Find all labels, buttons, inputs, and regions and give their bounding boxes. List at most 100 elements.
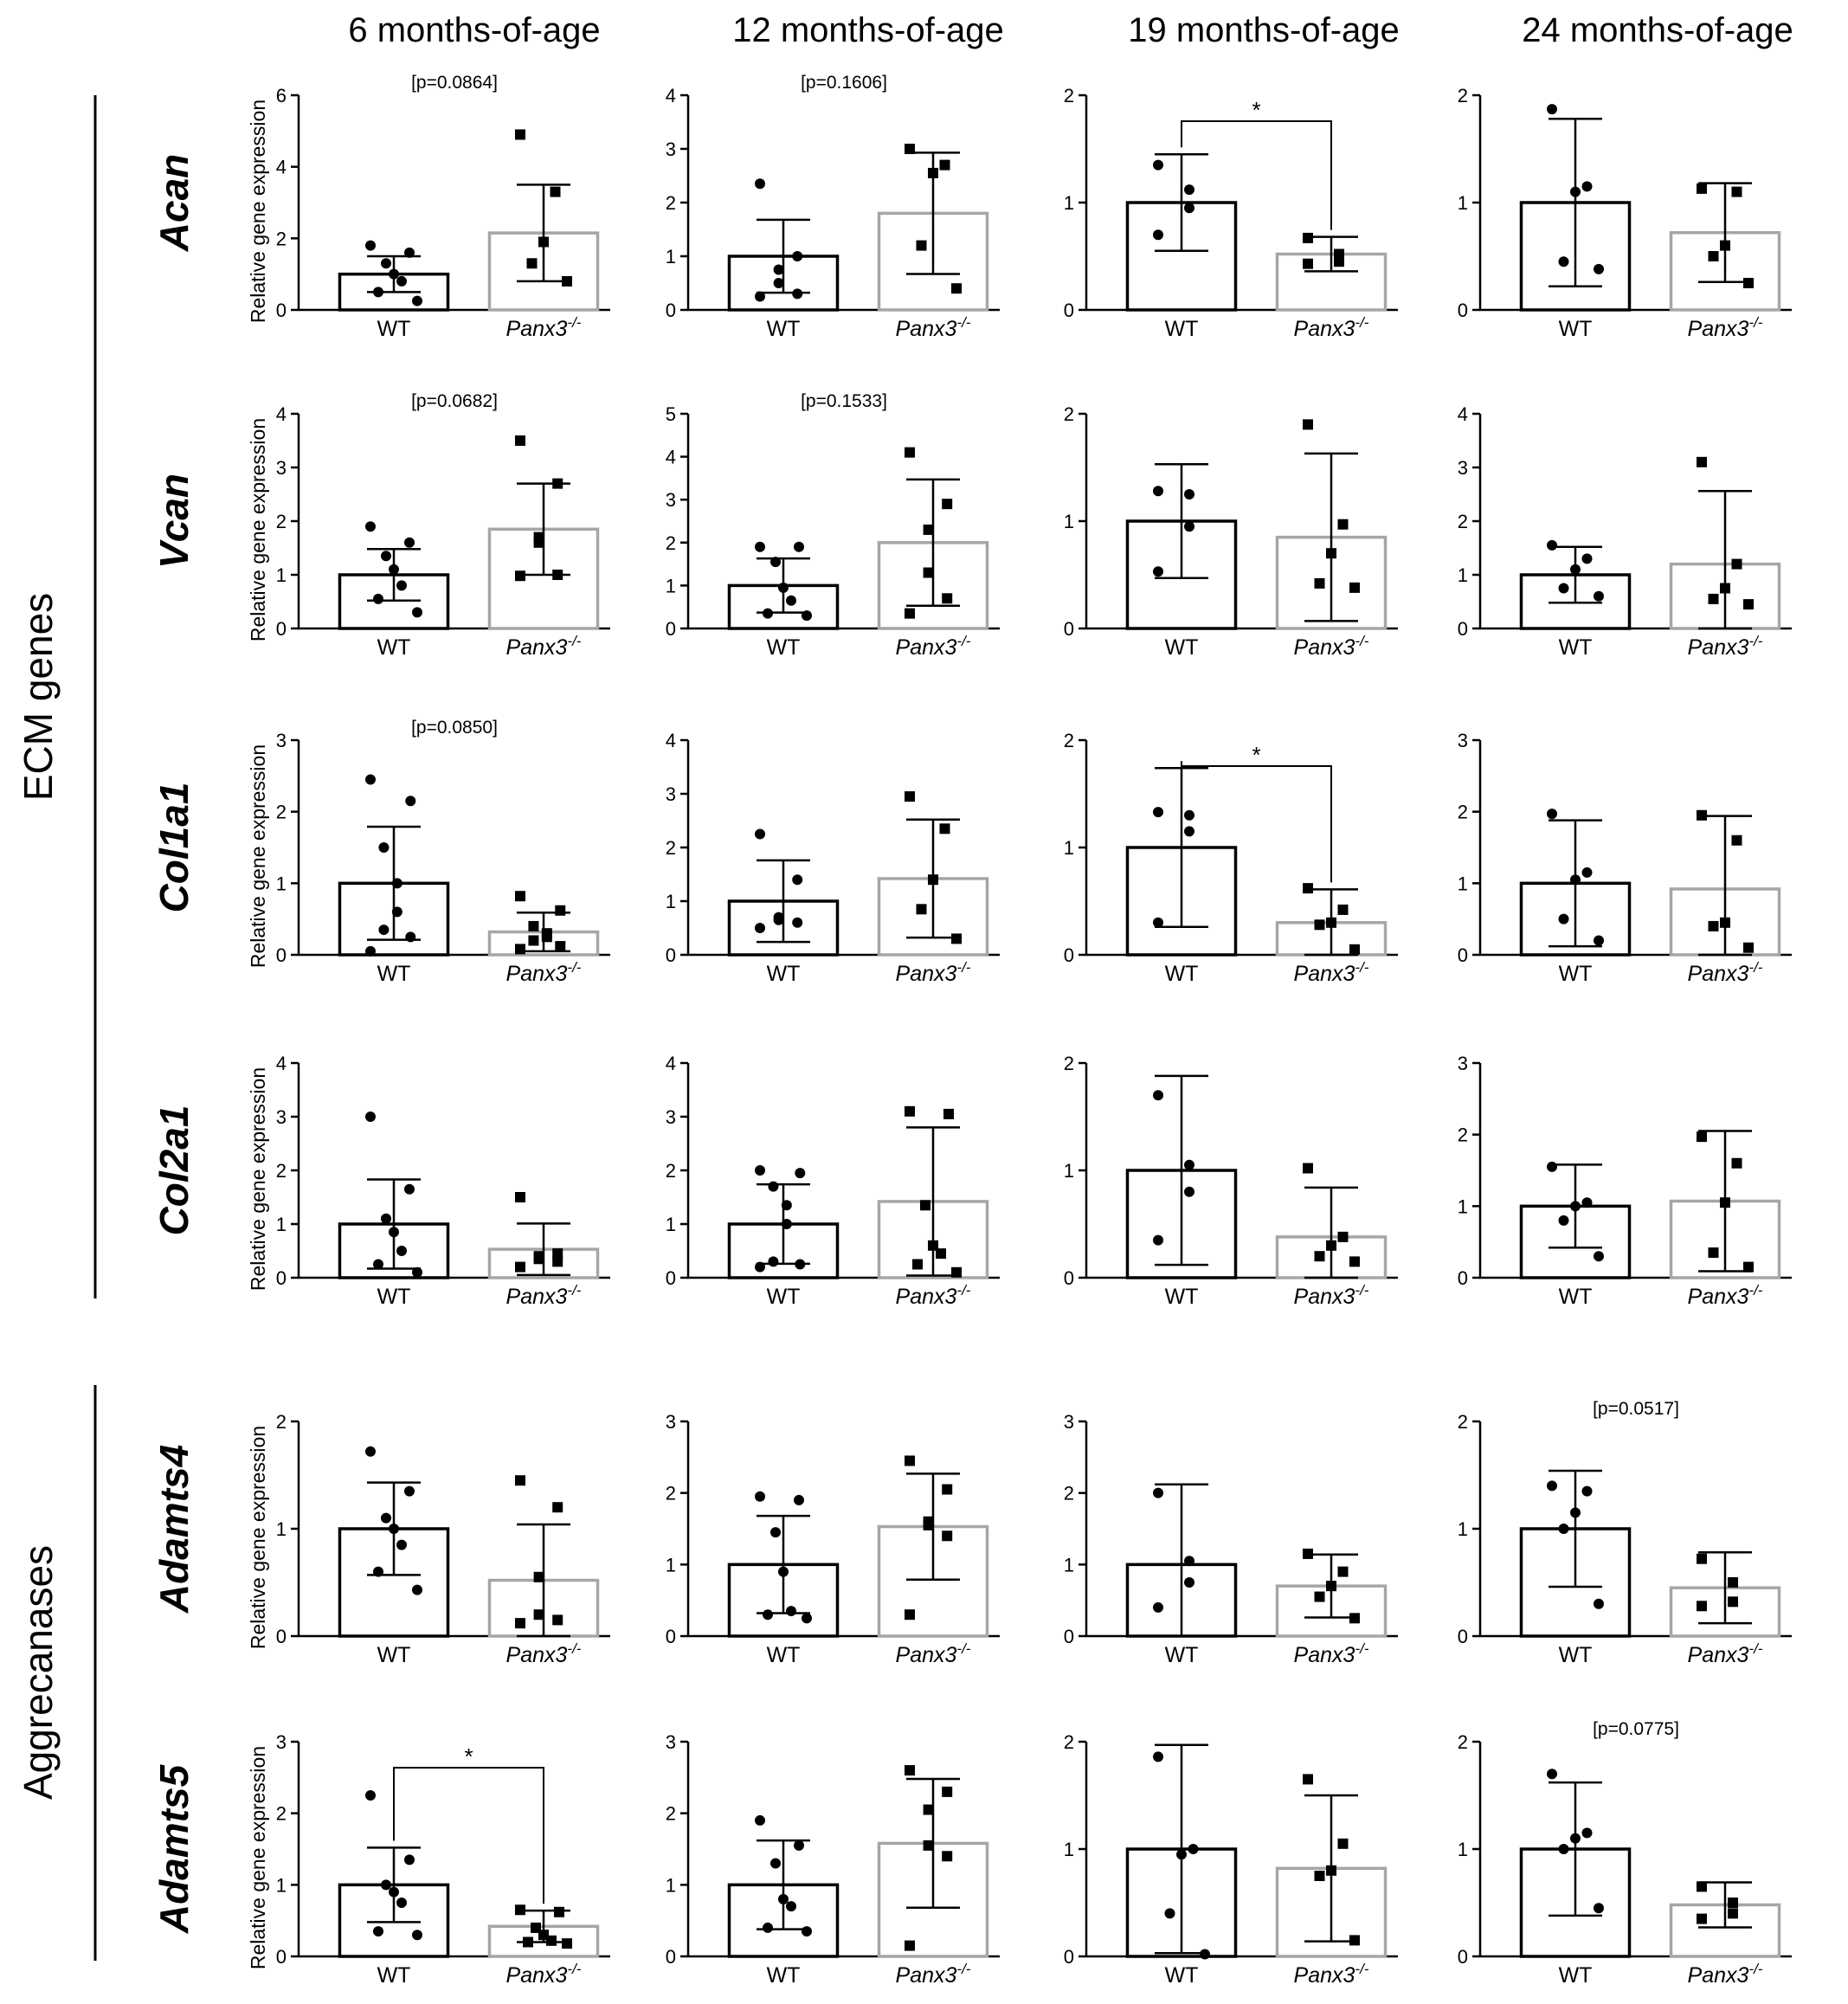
wt-data-point <box>1581 1827 1593 1839</box>
y-tick-label: 3 <box>666 783 676 805</box>
category-label-ko-name: Panx3 <box>896 635 957 660</box>
wt-data-point <box>389 268 399 280</box>
wt-data-point <box>773 914 784 925</box>
wt-data-point <box>1594 1598 1604 1609</box>
wt-data-point <box>405 931 416 943</box>
wt-data-point <box>1547 1161 1557 1172</box>
category-label-ko-superscript: -/- <box>1748 1961 1762 1977</box>
significance-bracket <box>1181 761 1332 883</box>
wt-data-point <box>373 593 383 604</box>
category-label-ko-superscript: -/- <box>1748 1640 1762 1657</box>
ko-data-point <box>1303 232 1313 243</box>
wt-data-point <box>412 1584 422 1595</box>
wt-data-point <box>1153 229 1163 241</box>
y-axis-label: Relative gene expression <box>247 100 269 323</box>
category-label-ko: Panx3-/- <box>896 959 971 986</box>
category-label-ko-superscript: -/- <box>1748 1282 1762 1298</box>
wt-data-point <box>1184 521 1194 532</box>
wt-data-point <box>1581 553 1593 564</box>
panel-vcan-6-months-of-age: Relative gene expression 0 1 2 3 4 WT Panx3-/- [… <box>247 391 610 660</box>
category-label-wt: WT <box>1559 317 1593 341</box>
category-label-ko: Panx3-/- <box>1688 1282 1763 1309</box>
panel-col2a1-24-months-of-age: 0 1 2 3 WT Panx3-/- <box>1458 1053 1792 1309</box>
wt-data-point <box>770 557 781 568</box>
y-axis-label: Relative gene expression <box>247 1067 269 1291</box>
ko-data-point <box>923 1840 934 1851</box>
category-label-ko-name: Panx3 <box>1294 635 1355 660</box>
wt-data-point <box>1184 826 1194 837</box>
y-tick-label: 1 <box>666 246 676 267</box>
wt-data-point <box>792 288 803 300</box>
y-tick-label: 1 <box>1064 192 1074 214</box>
ko-data-point <box>920 1200 930 1211</box>
wt-data-point <box>404 247 415 258</box>
ko-data-point <box>1326 1581 1336 1592</box>
ko-data-point <box>1720 917 1730 928</box>
y-tick-label: 4 <box>666 447 676 468</box>
category-label-wt: WT <box>1559 1963 1593 1988</box>
ko-data-point <box>515 129 525 140</box>
y-tick-label: 1 <box>666 575 676 596</box>
y-tick-label: 3 <box>1458 457 1468 479</box>
wt-data-point <box>1558 1524 1569 1534</box>
ko-data-point <box>515 1261 525 1273</box>
wt-data-point <box>755 178 765 190</box>
ko-data-point <box>923 567 934 578</box>
column-title-19-months: 19 months-of-age <box>1128 11 1400 49</box>
wt-data-point <box>1153 917 1163 928</box>
category-label-ko: Panx3-/- <box>1688 959 1763 986</box>
ko-data-point <box>515 435 525 446</box>
wt-data-point <box>792 917 803 928</box>
y-tick-label: 2 <box>666 192 676 214</box>
column-titles: 6 months-of-age 12 months-of-age 19 mont… <box>348 11 1793 49</box>
y-tick-label: 1 <box>666 1874 676 1896</box>
wt-data-point <box>396 1539 407 1550</box>
panel-col1a1-19-months-of-age: 0 1 2 WT Panx3-/- * <box>1064 730 1398 986</box>
y-tick-label: 1 <box>276 564 287 586</box>
wt-data-point <box>781 1219 792 1229</box>
category-label-ko-superscript: -/- <box>956 314 970 331</box>
category-label-ko-superscript: -/- <box>956 1282 970 1298</box>
ko-data-point <box>1349 944 1360 955</box>
y-tick-label: 1 <box>1064 1160 1074 1182</box>
wt-data-point <box>1153 1487 1163 1498</box>
significance-bracket <box>393 1767 544 1904</box>
y-tick-label: 2 <box>276 228 287 249</box>
ko-data-point <box>528 935 539 946</box>
wt-data-point <box>404 1485 415 1497</box>
y-tick-label: 2 <box>276 511 287 532</box>
wt-data-point <box>412 295 422 306</box>
y-tick-label: 2 <box>276 1803 287 1825</box>
wt-data-point <box>389 1886 399 1898</box>
ko-data-point <box>1334 256 1344 267</box>
wt-data-point <box>763 1609 773 1621</box>
panel-col1a1-6-months-of-age: Relative gene expression 0 1 2 3 WT Panx3-/- [p… <box>247 718 610 986</box>
category-label-ko-superscript: -/- <box>1355 1282 1368 1298</box>
y-tick-label: 4 <box>666 1053 676 1074</box>
wt-data-point <box>1184 1556 1194 1567</box>
category-label-ko: Panx3-/- <box>1688 314 1763 341</box>
ko-data-point <box>939 823 950 834</box>
significance-bracket <box>1181 120 1332 230</box>
ko-data-point <box>552 1248 563 1260</box>
y-tick-label: 2 <box>1064 85 1074 106</box>
p-value-annotation: [p=0.0864] <box>411 73 498 93</box>
wt-data-point <box>755 291 765 302</box>
y-axis-label: Relative gene expression <box>247 1426 269 1649</box>
category-label-wt: WT <box>1165 635 1199 660</box>
category-label-ko-name: Panx3 <box>1688 1963 1749 1988</box>
y-tick-label: 2 <box>666 1160 676 1182</box>
category-label-wt: WT <box>1559 962 1593 986</box>
ko-data-point <box>942 1851 953 1862</box>
ko-data-point <box>1337 519 1349 530</box>
wt-data-point <box>755 1491 765 1502</box>
ko-data-point <box>552 1614 563 1626</box>
p-value-annotation: [p=0.1606] <box>801 73 887 93</box>
wt-data-point <box>1153 159 1163 171</box>
ko-data-point <box>1720 583 1730 594</box>
category-label-ko-superscript: -/- <box>1355 633 1368 649</box>
category-label-ko-superscript: -/- <box>1748 633 1762 649</box>
panel-adamts5-6-months-of-age: Relative gene expression 0 1 2 3 WT Panx3-/- * <box>247 1731 610 1988</box>
category-label-ko: Panx3-/- <box>1688 1961 1763 1988</box>
y-tick-label: 4 <box>666 85 676 106</box>
